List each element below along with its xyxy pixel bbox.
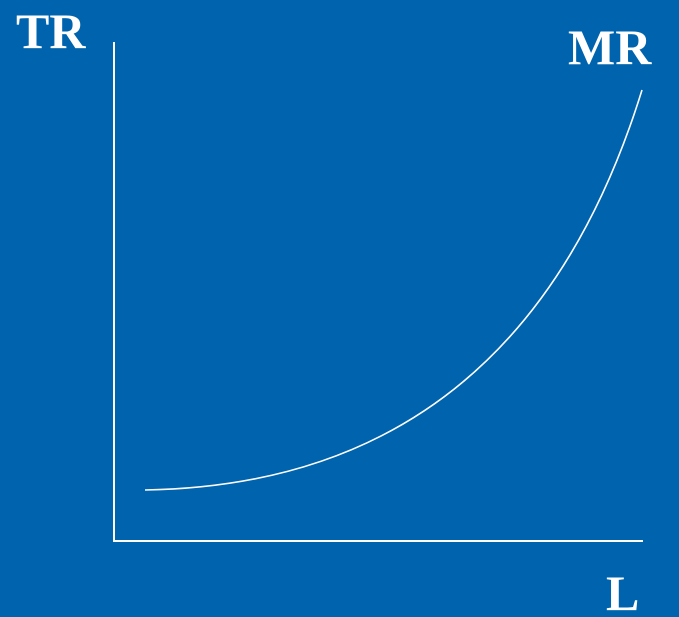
mr-curve	[144, 89, 643, 491]
x-axis-label: L	[606, 565, 640, 617]
y-axis-label: TR	[16, 3, 86, 59]
curve-label: MR	[568, 19, 652, 75]
